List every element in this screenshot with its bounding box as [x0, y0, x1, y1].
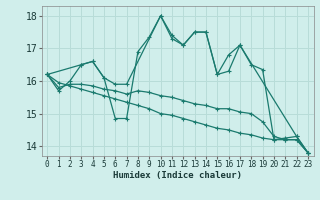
X-axis label: Humidex (Indice chaleur): Humidex (Indice chaleur)	[113, 171, 242, 180]
